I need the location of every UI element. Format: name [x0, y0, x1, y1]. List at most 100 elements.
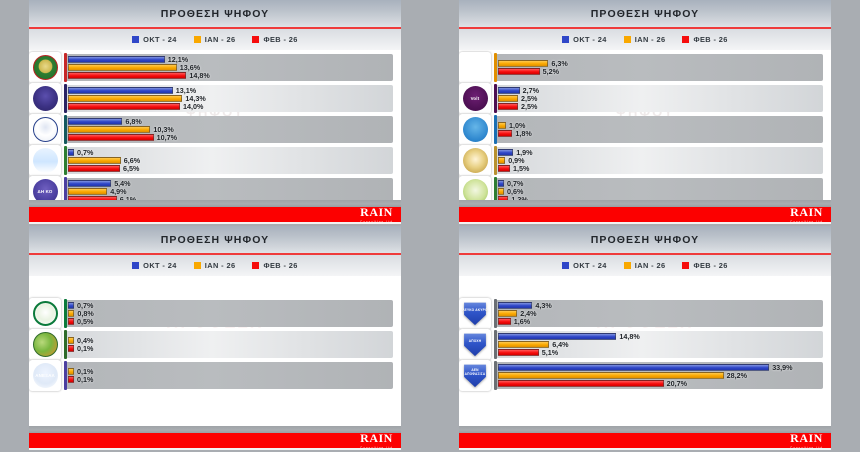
- bar-ian[interactable]: [498, 187, 504, 195]
- bar-line: 14,3%: [68, 94, 401, 103]
- bar-ian[interactable]: [68, 187, 108, 195]
- bar-fev[interactable]: [68, 164, 120, 172]
- legend-item-okt[interactable]: ΟΚΤ - 24: [562, 261, 607, 270]
- bar-ian[interactable]: [68, 337, 74, 345]
- bar-value-label: 6,4%: [552, 340, 569, 350]
- footer-underline: [459, 221, 831, 224]
- bar-line: 6,4%: [498, 340, 831, 350]
- legend-item-ian[interactable]: ΙΑΝ - 26: [193, 261, 236, 270]
- bar-ian[interactable]: [498, 121, 506, 129]
- title-divider: [459, 253, 831, 255]
- bar-track: 6,8% 10,3% 10,7%: [64, 114, 401, 145]
- bar-fev[interactable]: [498, 129, 513, 137]
- bar-ian[interactable]: [498, 59, 549, 67]
- legend-item-fev[interactable]: ΦΕΒ - 26: [252, 261, 297, 270]
- chart-row[interactable]: ΑΝΕΞΑΛ 0,1% 0,1%: [29, 360, 401, 392]
- chart-row[interactable]: 6,3% 5,2%: [459, 51, 831, 83]
- bar-okt[interactable]: [498, 302, 533, 310]
- bar-value-label: 0,4%: [77, 336, 94, 346]
- party-spine: [64, 52, 67, 82]
- bar-fev[interactable]: [498, 164, 510, 172]
- lower-gray-band: [29, 425, 401, 433]
- bar-fev[interactable]: [498, 195, 509, 200]
- bar-fev[interactable]: [498, 318, 511, 326]
- bar-fev[interactable]: [68, 376, 74, 384]
- bar-fev[interactable]: [498, 380, 664, 388]
- bar-okt[interactable]: [68, 86, 173, 94]
- bar-fev[interactable]: [68, 133, 154, 141]
- legend-item-okt[interactable]: ΟΚΤ - 24: [132, 261, 177, 270]
- bar-ian[interactable]: [68, 310, 75, 318]
- chart-row[interactable]: 1,9% 0,9% 1,5%: [459, 144, 831, 176]
- bar-ian[interactable]: [68, 125, 151, 133]
- chart-row[interactable]: 0,7% 0,6% 1,3%: [459, 175, 831, 200]
- party-spine: [64, 176, 67, 200]
- bar-ian[interactable]: [68, 94, 183, 102]
- legend-item-ian[interactable]: ΙΑΝ - 26: [193, 35, 236, 44]
- chart-row[interactable]: 6,8% 10,3% 10,7%: [29, 113, 401, 145]
- bar-okt[interactable]: [68, 148, 74, 156]
- bar-value-label: 10,7%: [156, 132, 177, 142]
- bar-okt[interactable]: [498, 333, 617, 341]
- party-emblem-label: [463, 117, 488, 142]
- bar-okt[interactable]: [498, 86, 520, 94]
- legend-item-fev[interactable]: ΦΕΒ - 26: [682, 35, 727, 44]
- bar-fev[interactable]: [68, 318, 74, 326]
- chart-row[interactable]: 0,4% 0,1%: [29, 329, 401, 361]
- legend-item-fev[interactable]: ΦΕΒ - 26: [682, 261, 727, 270]
- chart-row[interactable]: 12,1% 13,6% 14,8%: [29, 51, 401, 83]
- bar-ian[interactable]: [498, 94, 518, 102]
- bar-fev[interactable]: [68, 102, 180, 110]
- chart-row[interactable]: ΑΠΟΧΗ 14,8% 6,4% 5,1%: [459, 329, 831, 361]
- chart-row[interactable]: ΔΗ ΚΟ 5,4% 4,9% 6,1%: [29, 175, 401, 200]
- bar-fev[interactable]: [498, 102, 518, 110]
- chart-row[interactable]: ΛΕΥΚΟ ΑΚΥΡΟ 4,3% 2,4% 1,6%: [459, 298, 831, 330]
- bar-line: 2,7%: [498, 86, 831, 95]
- chart-row[interactable]: 1,0% 1,8%: [459, 113, 831, 145]
- bar-value-label: 0,8%: [77, 309, 94, 319]
- bar-value-label: 13,6%: [179, 62, 201, 72]
- chart-row[interactable]: Volt 2,7% 2,5% 2,5%: [459, 82, 831, 114]
- party-logo: ΔΕΝ ΑΠΟΦΑΣΙΣΑ: [459, 360, 491, 392]
- party-emblem-icon: ΑΝΕΞΑΛ: [32, 363, 58, 389]
- bar-fev[interactable]: [68, 71, 187, 79]
- chart-plot-area: ΠΡΟΘΕΣΗΨΗΦΟΥΛΕΥΚΟ ΑΚΥΡΟ4,3%2,4%1,6%ΑΠΟΧΗ…: [459, 275, 831, 426]
- legend-item-okt[interactable]: ΟΚΤ - 24: [562, 35, 607, 44]
- bar-fev[interactable]: [68, 195, 117, 200]
- bar-track: 0,7% 0,8% 0,5%: [64, 298, 401, 329]
- bar-ian[interactable]: [68, 63, 177, 71]
- bar-value-label: 1,3%: [511, 194, 528, 200]
- bar-value-label: 2,4%: [520, 309, 537, 319]
- legend-item-ian[interactable]: ΙΑΝ - 26: [623, 261, 666, 270]
- chart-row[interactable]: 0,7% 6,6% 6,5%: [29, 144, 401, 176]
- bar-fev[interactable]: [498, 349, 539, 357]
- bar-okt[interactable]: [68, 302, 74, 310]
- bar-ian[interactable]: [68, 156, 121, 164]
- chart-row[interactable]: 13,1% 14,3% 14,0%: [29, 82, 401, 114]
- bar-group: 6,8% 10,3% 10,7%: [68, 115, 401, 144]
- legend-label: ΟΚΤ - 24: [143, 260, 177, 270]
- bar-line: 0,1%: [68, 375, 401, 384]
- chart-row[interactable]: 0,7% 0,8% 0,5%: [29, 298, 401, 330]
- bar-okt[interactable]: [498, 179, 504, 187]
- bar-ian[interactable]: [498, 341, 550, 349]
- bar-line: 20,7%: [498, 379, 831, 388]
- bar-ian[interactable]: [498, 372, 724, 380]
- legend-swatch-icon: [623, 261, 631, 269]
- bar-fev[interactable]: [498, 67, 540, 75]
- legend-item-okt[interactable]: ΟΚΤ - 24: [132, 35, 177, 44]
- legend-item-fev[interactable]: ΦΕΒ - 26: [252, 35, 297, 44]
- bar-ian[interactable]: [498, 156, 506, 164]
- bar-okt[interactable]: [68, 55, 165, 63]
- bar-okt[interactable]: [68, 179, 112, 187]
- legend-item-ian[interactable]: ΙΑΝ - 26: [623, 35, 666, 44]
- bar-fev[interactable]: [68, 345, 74, 353]
- footer-underline: [459, 447, 831, 450]
- bar-ian[interactable]: [498, 310, 518, 318]
- bar-ian[interactable]: [68, 368, 74, 376]
- bar-value-label: 1,5%: [513, 163, 530, 173]
- chart-row[interactable]: ΔΕΝ ΑΠΟΦΑΣΙΣΑ 33,9% 28,2% 20,7%: [459, 360, 831, 392]
- bar-okt[interactable]: [498, 148, 514, 156]
- bar-okt[interactable]: [498, 364, 770, 372]
- bar-okt[interactable]: [68, 117, 123, 125]
